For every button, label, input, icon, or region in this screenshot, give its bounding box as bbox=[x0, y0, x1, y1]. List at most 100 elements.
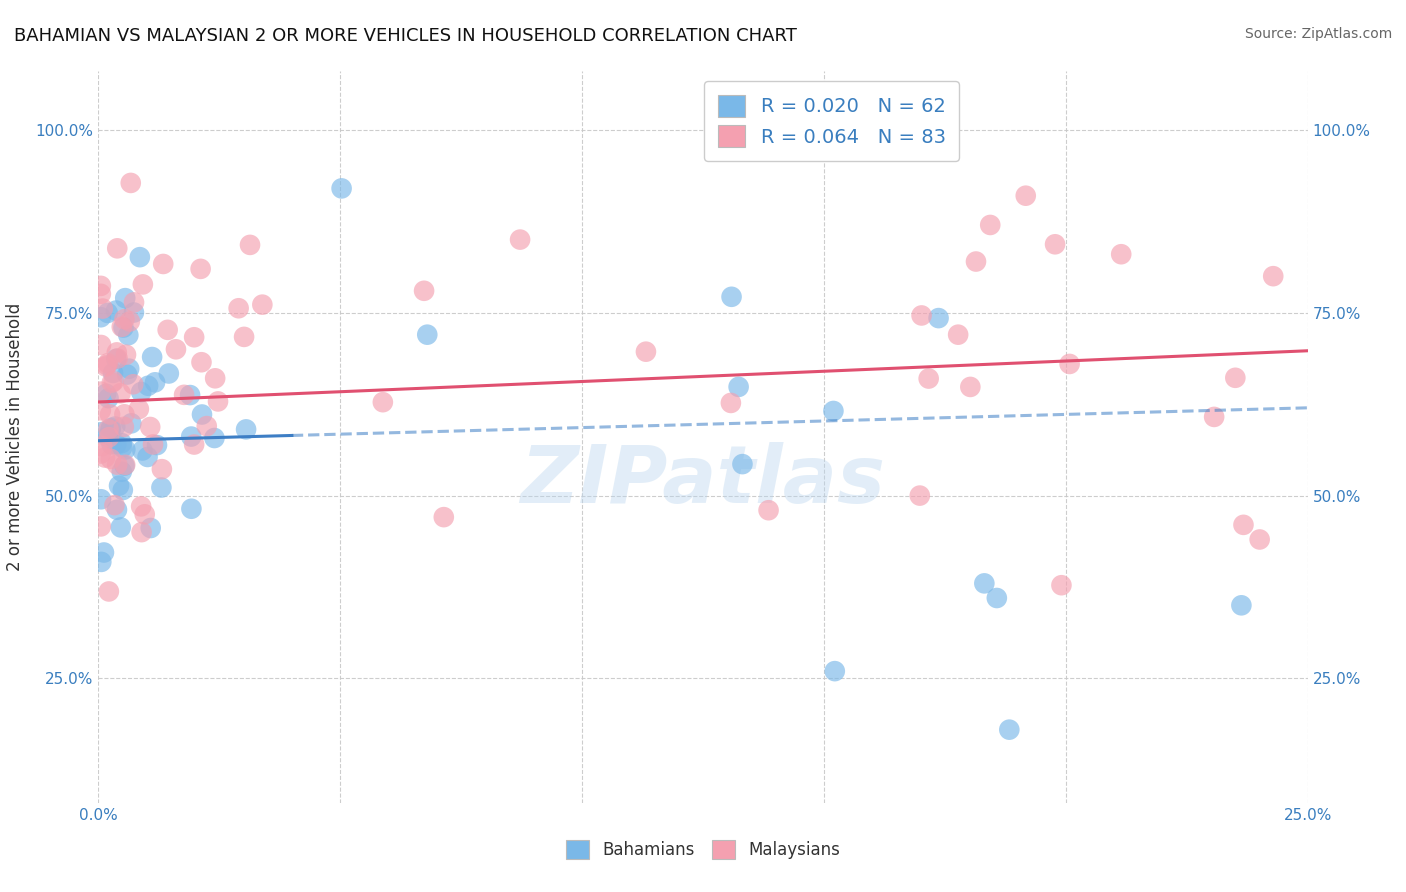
Point bbox=[720, 396, 742, 410]
Point bbox=[107, 351, 129, 366]
Point bbox=[105, 351, 128, 366]
Point bbox=[114, 442, 136, 457]
Point bbox=[823, 404, 845, 418]
Point bbox=[98, 430, 121, 444]
Point bbox=[120, 176, 142, 190]
Point bbox=[1059, 357, 1081, 371]
Point bbox=[195, 419, 218, 434]
Point bbox=[1232, 517, 1254, 532]
Point bbox=[973, 576, 995, 591]
Point bbox=[131, 525, 153, 540]
Point bbox=[146, 438, 169, 452]
Point bbox=[433, 510, 456, 524]
Point bbox=[150, 462, 173, 476]
Point bbox=[959, 380, 981, 394]
Point bbox=[918, 371, 941, 385]
Point bbox=[165, 343, 187, 357]
Point bbox=[179, 388, 201, 402]
Point bbox=[132, 277, 155, 292]
Point bbox=[90, 384, 112, 399]
Point bbox=[111, 436, 134, 450]
Point bbox=[129, 500, 152, 514]
Point bbox=[90, 492, 112, 507]
Point bbox=[727, 380, 749, 394]
Text: BAHAMIAN VS MALAYSIAN 2 OR MORE VEHICLES IN HOUSEHOLD CORRELATION CHART: BAHAMIAN VS MALAYSIAN 2 OR MORE VEHICLES… bbox=[14, 27, 797, 45]
Point bbox=[1043, 237, 1066, 252]
Point bbox=[252, 298, 274, 312]
Point bbox=[114, 291, 136, 305]
Point bbox=[1225, 371, 1247, 385]
Point bbox=[979, 218, 1001, 232]
Point bbox=[180, 501, 202, 516]
Point bbox=[120, 417, 142, 431]
Point bbox=[105, 437, 128, 451]
Point bbox=[150, 481, 173, 495]
Point bbox=[143, 376, 166, 390]
Point bbox=[110, 386, 132, 401]
Point bbox=[96, 358, 118, 372]
Point bbox=[91, 439, 114, 453]
Point bbox=[96, 430, 118, 444]
Text: ZIPatlas: ZIPatlas bbox=[520, 442, 886, 520]
Point bbox=[98, 408, 121, 422]
Point bbox=[100, 421, 122, 435]
Point bbox=[998, 723, 1021, 737]
Point bbox=[101, 376, 124, 390]
Point bbox=[97, 391, 120, 405]
Point bbox=[101, 366, 124, 380]
Point bbox=[111, 319, 134, 334]
Point bbox=[204, 431, 226, 445]
Point bbox=[1015, 188, 1038, 202]
Point bbox=[758, 503, 780, 517]
Point bbox=[136, 450, 159, 464]
Point bbox=[105, 241, 128, 255]
Y-axis label: 2 or more Vehicles in Household: 2 or more Vehicles in Household bbox=[7, 303, 24, 571]
Point bbox=[114, 458, 136, 473]
Point bbox=[122, 295, 145, 310]
Point bbox=[112, 407, 135, 421]
Point bbox=[90, 425, 112, 439]
Point bbox=[965, 254, 987, 268]
Point bbox=[183, 437, 205, 451]
Point bbox=[91, 301, 114, 316]
Point bbox=[128, 250, 150, 264]
Point bbox=[117, 328, 139, 343]
Point bbox=[94, 386, 117, 401]
Point bbox=[156, 323, 179, 337]
Point bbox=[122, 305, 145, 319]
Point bbox=[1204, 409, 1226, 424]
Point bbox=[90, 310, 112, 325]
Point bbox=[1230, 599, 1253, 613]
Point bbox=[90, 555, 112, 569]
Point bbox=[946, 327, 969, 342]
Point bbox=[731, 457, 754, 471]
Point bbox=[509, 233, 531, 247]
Point bbox=[104, 419, 127, 434]
Legend: Bahamians, Malaysians: Bahamians, Malaysians bbox=[558, 831, 848, 868]
Point bbox=[190, 261, 212, 276]
Point bbox=[207, 394, 229, 409]
Point bbox=[928, 311, 950, 326]
Point bbox=[105, 502, 128, 516]
Point bbox=[131, 443, 153, 458]
Point bbox=[112, 320, 135, 334]
Point bbox=[115, 348, 138, 362]
Point bbox=[105, 345, 128, 359]
Point bbox=[142, 437, 165, 451]
Point bbox=[115, 368, 138, 382]
Point bbox=[1249, 533, 1271, 547]
Point bbox=[191, 408, 214, 422]
Text: Source: ZipAtlas.com: Source: ZipAtlas.com bbox=[1244, 27, 1392, 41]
Point bbox=[141, 350, 163, 364]
Point bbox=[129, 385, 152, 400]
Point bbox=[118, 314, 141, 328]
Point bbox=[108, 478, 131, 492]
Point bbox=[134, 508, 156, 522]
Point bbox=[90, 446, 112, 460]
Point bbox=[139, 420, 162, 434]
Point bbox=[413, 284, 436, 298]
Point bbox=[94, 450, 117, 465]
Point bbox=[190, 355, 212, 369]
Point bbox=[100, 452, 122, 467]
Point bbox=[720, 290, 742, 304]
